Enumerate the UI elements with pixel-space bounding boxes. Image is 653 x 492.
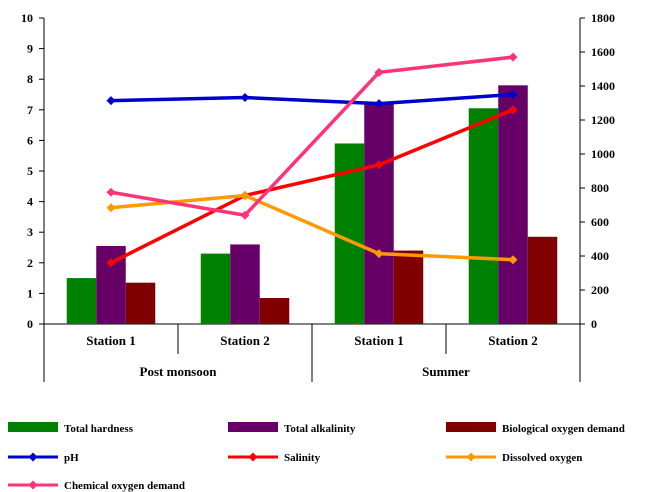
left-tick-label: 10 — [21, 11, 33, 25]
series-marker — [240, 210, 250, 220]
bar — [527, 236, 558, 324]
left-tick-label: 0 — [27, 317, 33, 331]
group-label: Summer — [422, 364, 470, 379]
legend-swatch — [228, 422, 278, 432]
category-label: Station 1 — [354, 333, 403, 348]
right-tick-label: 1800 — [591, 11, 615, 25]
series-line — [110, 193, 514, 262]
series-marker — [374, 249, 384, 259]
series-marker — [374, 67, 384, 77]
right-tick-label: 200 — [591, 283, 609, 297]
series-marker — [106, 258, 116, 268]
legend-marker — [466, 452, 476, 462]
category-label: Station 2 — [220, 333, 269, 348]
left-tick-label: 9 — [27, 42, 33, 56]
left-tick-label: 1 — [27, 286, 33, 300]
legend-label: pH — [64, 452, 79, 464]
series-marker — [106, 96, 116, 106]
legend-marker — [248, 452, 258, 462]
series-marker — [508, 105, 518, 115]
legend-marker — [28, 480, 38, 490]
bar — [259, 297, 290, 324]
category-label: Station 2 — [488, 333, 537, 348]
series-marker — [240, 93, 250, 103]
legend-label: Total hardness — [64, 423, 134, 435]
legend-label: Total alkalinity — [284, 423, 356, 435]
series-marker — [508, 255, 518, 265]
legend-label: Salinity — [284, 452, 321, 464]
bar — [200, 253, 231, 324]
left-tick-label: 3 — [27, 225, 33, 239]
legend-label: Chemical oxygen demand — [64, 480, 185, 492]
legend-label: Dissolved oxygen — [502, 452, 582, 464]
series-line — [110, 55, 514, 218]
series-line — [110, 108, 514, 265]
legend: Total hardness Total alkalinity Biological… — [8, 422, 625, 492]
series-line — [110, 92, 514, 106]
bars-layer — [66, 85, 558, 325]
series-marker — [508, 90, 518, 99]
right-tick-label: 600 — [591, 215, 609, 229]
category-label: Station 1 — [86, 333, 135, 348]
legend-swatch — [446, 422, 496, 432]
bar — [498, 85, 528, 324]
left-tick-label: 4 — [27, 195, 33, 209]
series-marker — [374, 99, 384, 109]
left-tick-label: 6 — [27, 133, 33, 147]
left-tick-label: 5 — [27, 164, 33, 178]
right-tick-label: 400 — [591, 249, 609, 263]
lines-layer — [106, 52, 518, 268]
series-marker — [240, 190, 250, 200]
right-tick-label: 800 — [591, 181, 609, 195]
group-label: Post monsoon — [140, 364, 218, 379]
bar — [125, 282, 156, 324]
bar — [468, 108, 499, 325]
right-tick-label: 1000 — [591, 147, 615, 161]
series-marker — [106, 187, 116, 197]
right-tick-label: 1400 — [591, 79, 615, 93]
bar — [66, 278, 97, 324]
tick-labels-layer: 0 1 2 3 4 5 6 7 8 9 10 0 200 400 600 800 1000 1200 1400 160… — [21, 11, 615, 331]
left-tick-label: 8 — [27, 72, 33, 86]
legend-swatch — [8, 422, 58, 432]
right-tick-label: 1600 — [591, 45, 615, 59]
right-tick-label: 0 — [591, 317, 597, 331]
left-tick-label: 2 — [27, 256, 33, 270]
right-tick-label: 1200 — [591, 113, 615, 127]
series-marker — [508, 52, 518, 62]
legend-label: Biological oxygen demand — [502, 423, 625, 435]
bar — [393, 250, 424, 324]
bar — [364, 103, 394, 325]
series-marker — [374, 160, 384, 170]
category-labels-layer: Station 1 Station 2 Station 1 Station 2 Post… — [86, 333, 537, 379]
bar — [230, 244, 260, 324]
legend-marker — [28, 452, 38, 462]
left-tick-label: 7 — [27, 103, 33, 117]
series-marker — [106, 203, 116, 213]
